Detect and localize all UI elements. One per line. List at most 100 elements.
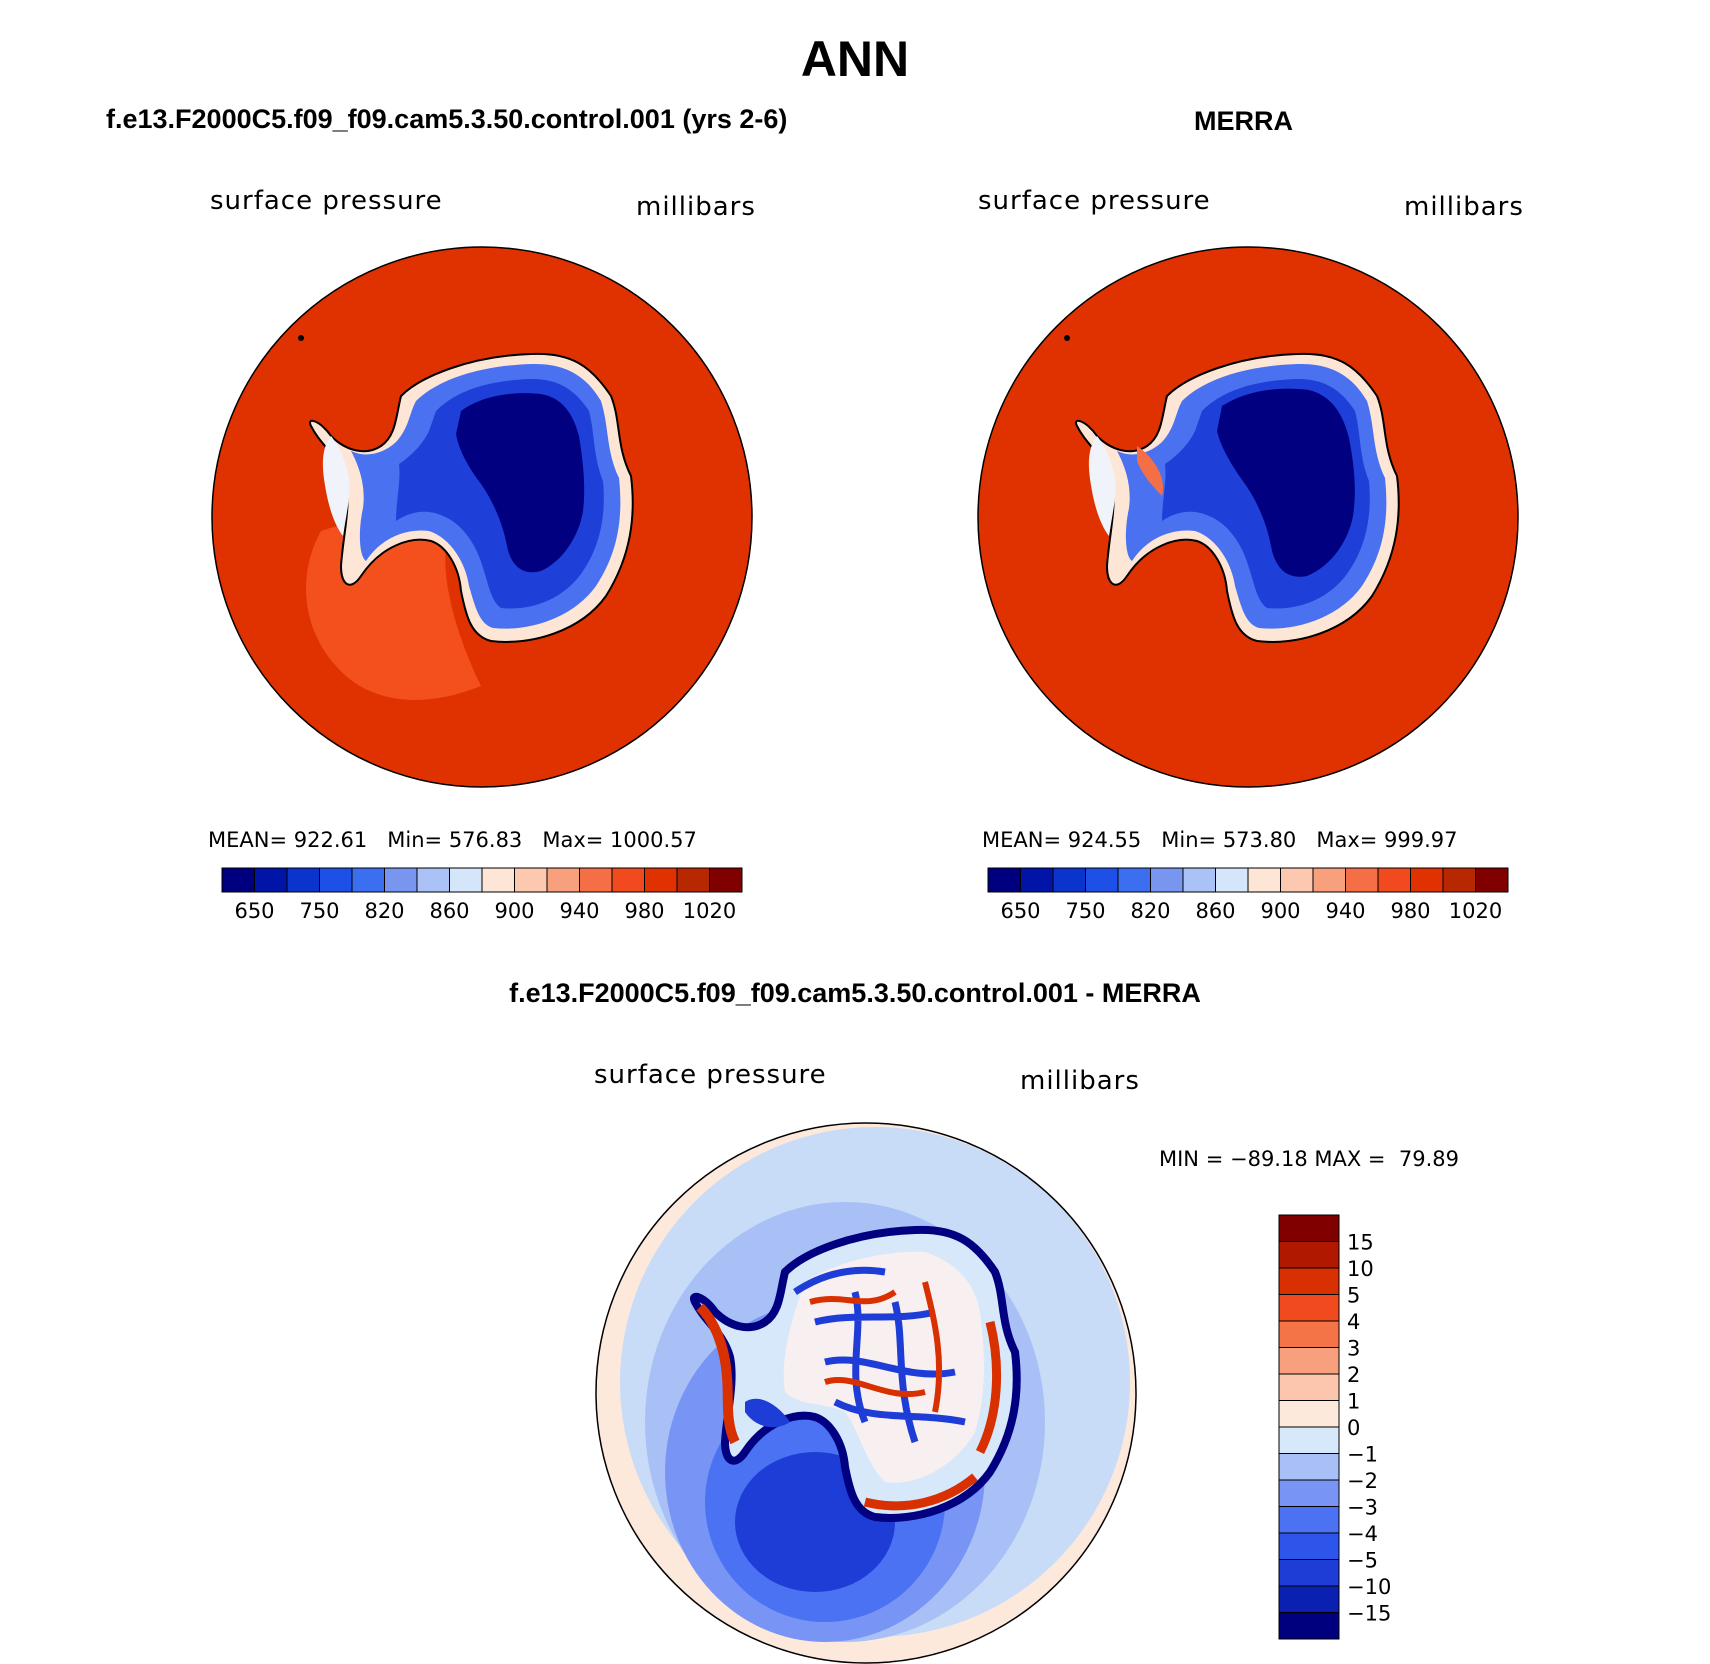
model-colorbar-box [286,867,320,893]
model-polar-map [211,246,753,788]
obs-colorbar-box [1247,867,1281,893]
diff-max-label: MAX = [1314,1147,1386,1171]
model-colorbar-box [676,867,710,893]
diff-colorbar-tick-label: 15 [1347,1231,1374,1255]
diff-colorbar-tick-label: −2 [1347,1469,1378,1493]
model-colorbar-box [254,867,288,893]
obs-variable-label: surface pressure [978,186,1211,216]
model-colorbar-box [384,867,418,893]
model-stats: MEAN= 922.61 Min= 576.83 Max= 1000.57 [208,828,697,852]
diff-max-value: 79.89 [1398,1147,1460,1171]
diff-antarctica [690,1225,1021,1522]
diff-colorbar-tick-label: 10 [1347,1257,1374,1281]
diff-colorbar-box [1278,1241,1340,1269]
model-colorbar-box [579,867,613,893]
model-colorbar-tick-label: 900 [494,899,534,923]
diff-colorbar-tick-label: −3 [1347,1496,1378,1520]
model-colorbar-box [514,867,548,893]
model-antarctica [309,352,634,643]
obs-colorbar-tick-label: 650 [1000,899,1040,923]
model-max-value: 1000.57 [610,828,697,852]
diff-colorbar-box [1278,1559,1340,1587]
obs-antarctica [1075,352,1400,643]
diff-colorbar-box [1278,1373,1340,1401]
model-colorbar-tick-label: 820 [364,899,404,923]
obs-units-label: millibars [1404,192,1524,222]
diff-units-label: millibars [1020,1066,1140,1096]
diff-colorbar-box [1278,1400,1340,1428]
obs-min-label: Min= [1161,828,1217,852]
obs-colorbar-box [1442,867,1476,893]
diff-colorbar-box [1278,1453,1340,1481]
obs-colorbar: 650 750 820 860 900 940 980 1020 [987,867,1509,923]
diff-colorbar-box [1278,1214,1340,1242]
diff-min-value: −89.18 [1229,1147,1308,1171]
model-units-label: millibars [636,192,756,222]
obs-colorbar-box [1312,867,1346,893]
diff-colorbar-tick-label: 2 [1347,1363,1360,1387]
diff-variable-label: surface pressure [594,1060,827,1090]
figure-title: ANN [800,31,910,87]
obs-colorbar-tick-label: 750 [1065,899,1105,923]
model-mean-value: 922.61 [293,828,368,852]
model-colorbar-box [449,867,483,893]
obs-colorbar-box [1475,867,1509,893]
obs-colorbar-tick-label: 980 [1390,899,1430,923]
obs-polar-map [977,246,1519,788]
obs-colorbar-box [1150,867,1184,893]
model-colorbar-tick-label: 750 [299,899,339,923]
model-colorbar-box [546,867,580,893]
obs-stats: MEAN= 924.55 Min= 573.80 Max= 999.97 [982,828,1458,852]
diff-colorbar-box [1278,1585,1340,1613]
model-colorbar-box [221,867,255,893]
model-min-label: Min= [387,828,443,852]
obs-colorbar-box [1085,867,1119,893]
diff-colorbar-tick-label: −10 [1347,1575,1391,1599]
obs-colorbar-box [1410,867,1444,893]
diff-colorbar-tick-label: 3 [1347,1337,1360,1361]
obs-colorbar-box [1377,867,1411,893]
diff-colorbar-box [1278,1294,1340,1322]
model-variable-label: surface pressure [210,186,443,216]
obs-colorbar-box [1215,867,1249,893]
obs-colorbar-tick-label: 900 [1260,899,1300,923]
obs-colorbar-box [1182,867,1216,893]
diff-colorbar-tick-label: −4 [1347,1522,1378,1546]
diff-colorbar-box [1278,1267,1340,1295]
model-colorbar-tick-label: 940 [559,899,599,923]
diff-colorbar-tick-label: 4 [1347,1310,1360,1334]
obs-colorbar-box [1280,867,1314,893]
diff-colorbar-tick-label: 5 [1347,1284,1360,1308]
obs-colorbar-tick-label: 860 [1195,899,1235,923]
model-min-value: 576.83 [448,828,523,852]
obs-max-value: 999.97 [1384,828,1458,852]
diff-colorbar-tick-label: −1 [1347,1443,1378,1467]
diff-colorbar-box [1278,1347,1340,1375]
model-colorbar-tick-label: 980 [624,899,664,923]
model-colorbar-box [481,867,515,893]
diff-min-label: MIN = [1159,1147,1224,1171]
obs-max-label: Max= [1316,828,1378,852]
diff-colorbar-tick-label: −15 [1347,1602,1391,1626]
model-colorbar-box [644,867,678,893]
obs-colorbar-tick-label: 820 [1130,899,1170,923]
diff-polar-map [595,1122,1137,1664]
obs-colorbar-box [1052,867,1086,893]
model-colorbar-box [319,867,353,893]
diff-colorbar-tick-label: 0 [1347,1416,1360,1440]
obs-colorbar-tick-label: 1020 [1449,899,1502,923]
model-colorbar-tick-label: 650 [234,899,274,923]
diff-colorbar-box [1278,1506,1340,1534]
obs-colorbar-box [1345,867,1379,893]
obs-colorbar-tick-label: 940 [1325,899,1365,923]
obs-colorbar-box [1117,867,1151,893]
model-colorbar-tick-label: 1020 [683,899,736,923]
diff-colorbar-box [1278,1479,1340,1507]
model-colorbar: 650 750 820 860 900 940 980 1020 [221,867,743,923]
diff-colorbar-box [1278,1320,1340,1348]
diff-colorbar-tick-label: 1 [1347,1390,1360,1414]
diff-colorbar-box [1278,1612,1340,1640]
obs-min-value: 573.80 [1222,828,1297,852]
model-mean-label: MEAN= [208,828,288,852]
model-panel-title: f.e13.F2000C5.f09_f09.cam5.3.50.control.… [106,104,788,134]
